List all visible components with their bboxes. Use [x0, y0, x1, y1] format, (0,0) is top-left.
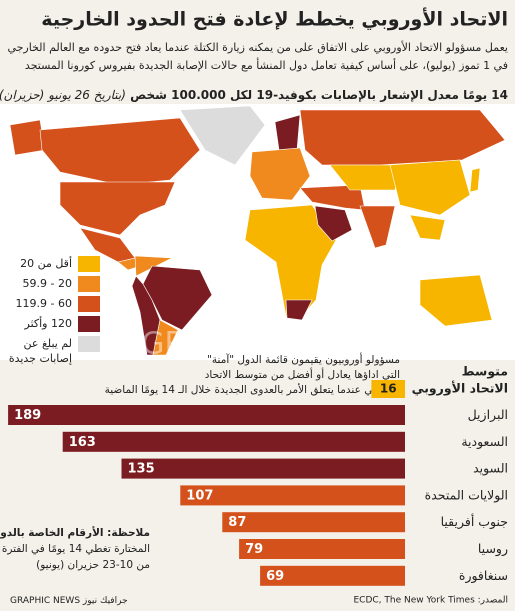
annotation-line: الأوروبي عندما يتعلق الأمر بالعدوى الجدي…: [105, 383, 400, 396]
reference-bar: [371, 380, 405, 398]
reference-label: الاتحاد الأوروبي: [412, 381, 508, 396]
category-label: سنغافورة: [459, 568, 508, 584]
bar-value: 135: [128, 462, 155, 477]
category-label: الولايات المتحدة: [425, 487, 508, 503]
europe: [249, 147, 311, 201]
bar: [8, 405, 405, 425]
india: [359, 205, 396, 249]
category-label: السعودية: [461, 434, 508, 450]
legend-label: لم يبلغ عن: [24, 337, 72, 350]
greenland: [179, 105, 266, 166]
category-label: السويد: [473, 461, 508, 477]
bar: [222, 512, 405, 533]
credit-ar: جرافيك نيوز: [82, 596, 128, 606]
credit-en: GRAPHIC NEWS: [10, 596, 80, 606]
note-line: من 10-23 حزيران (يونيو): [36, 559, 150, 571]
world-map: [0, 104, 515, 360]
reference-label: متوسط: [462, 364, 508, 379]
bar-value: 189: [14, 408, 41, 423]
argentina: [152, 319, 179, 356]
australia: [419, 274, 493, 327]
legend-swatch: [78, 276, 100, 292]
legend-label: إصابات جديدة: [9, 352, 72, 365]
legend-swatch: [78, 316, 100, 332]
subtitle-line: في 1 تموز (يوليو)، على أساس كيفية تعامل …: [25, 57, 508, 72]
legend-swatch: [78, 336, 100, 352]
legend-swatch: [78, 296, 100, 312]
southeast-asia: [409, 214, 446, 241]
map-heading: 14 يومًا معدل الإشعار بالإصابات بكوفيد-1…: [0, 88, 508, 103]
central-asia: [329, 164, 401, 191]
category-label: البرازيل: [468, 407, 508, 423]
annotation-line: التي اداؤها يعادل أو أفضل من متوسط الاتح…: [205, 367, 400, 381]
legend-label: 60 - 119.9: [16, 297, 72, 310]
legend-label: أقل من 20: [20, 256, 72, 270]
note-line: ملاحظة: الأرقام الخاصة بالدول: [0, 526, 150, 539]
bar: [62, 431, 405, 452]
south-africa: [285, 299, 313, 321]
bar: [239, 539, 405, 559]
bar: [260, 565, 405, 586]
source: المصدر: ECDC, The New York Times: [353, 596, 508, 606]
credit: جرافيك نيوز GRAPHIC NEWS: [10, 596, 128, 606]
title: الاتحاد الأوروبي يخطط لإعادة فتح الحدود …: [41, 8, 508, 31]
watermark: GRAPHIC NEWS: [141, 327, 374, 362]
category-label: جنوب أفريقيا: [441, 513, 508, 530]
bar: [121, 458, 405, 479]
japan: [469, 167, 481, 193]
subtitle-line: يعمل مسؤولو الاتحاد الأوروبي على الاتفاق…: [7, 40, 508, 54]
alaska: [9, 119, 46, 156]
bar-value: 79: [245, 542, 263, 557]
reference-value: 16: [380, 382, 397, 396]
bar-value: 163: [69, 435, 96, 450]
map-heading-main: 14 يومًا معدل الإشعار بالإصابات بكوفيد-1…: [130, 88, 508, 103]
legend-label: 20 - 59.9: [23, 277, 72, 290]
bar-value: 107: [186, 488, 213, 503]
bar-value: 69: [266, 569, 284, 584]
saudi-arabia: [314, 205, 353, 242]
map-date: (بتاريخ 26 يونيو (حزيران)): [0, 88, 126, 102]
legend-swatch: [78, 256, 100, 272]
category-label: روسيا: [478, 541, 508, 557]
legend-label: 120 وأكثر: [24, 316, 73, 330]
usa: [59, 181, 176, 236]
note-line: المختارة تغطي 14 يومًا في الفترة: [2, 543, 150, 555]
china: [389, 159, 471, 216]
annotation-line: مسؤولو أوروبيون يقيمون قائمة الدول "آمنة…: [207, 352, 400, 366]
bar-value: 87: [228, 515, 246, 530]
bar: [180, 485, 405, 506]
